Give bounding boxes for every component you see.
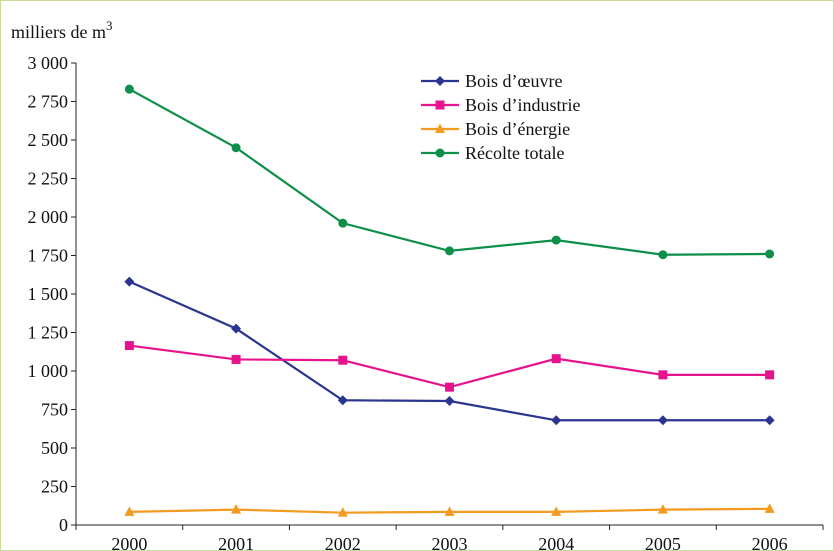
- data-point: [337, 395, 348, 406]
- data-point: [657, 415, 668, 426]
- y-tick-label: 1 750: [28, 246, 69, 266]
- series-3: [124, 84, 775, 260]
- series-1: [124, 341, 775, 392]
- data-point: [551, 354, 561, 364]
- y-tick-label: 2 750: [28, 92, 69, 112]
- y-tick-label: 1 250: [28, 323, 69, 343]
- y-tick-label: 2 000: [28, 207, 69, 227]
- legend-label: Bois d’œuvre: [465, 71, 563, 91]
- y-tick-label: 500: [41, 438, 68, 458]
- legend-label: Bois d’industrie: [465, 95, 581, 115]
- y-tick-label: 2 500: [28, 130, 69, 150]
- legend-marker: [435, 123, 445, 133]
- data-point: [658, 370, 668, 380]
- series-0: [124, 276, 775, 426]
- data-point: [765, 370, 775, 380]
- data-point: [444, 506, 455, 516]
- y-tick-label: 0: [59, 515, 68, 535]
- series-line: [128, 88, 770, 256]
- data-point: [231, 143, 241, 153]
- x-tick-label: 2001: [218, 534, 254, 550]
- data-point: [765, 249, 775, 259]
- legend-marker: [435, 148, 445, 158]
- y-axis-label: milliers de m3: [11, 18, 112, 42]
- data-point: [551, 235, 561, 245]
- legend-label: Bois d’énergie: [465, 119, 570, 139]
- legend-marker: [435, 100, 445, 110]
- x-tick-label: 2003: [432, 534, 468, 550]
- data-point: [764, 415, 775, 426]
- y-tick-label: 1 000: [28, 361, 69, 381]
- legend-item: Bois d’énergie: [421, 119, 570, 139]
- legend-marker: [435, 76, 445, 86]
- data-point: [338, 218, 348, 228]
- data-point: [124, 84, 134, 94]
- data-point: [124, 276, 135, 287]
- data-point: [657, 504, 668, 514]
- data-point: [551, 415, 562, 426]
- legend-item: Bois d’œuvre: [421, 71, 563, 91]
- data-point: [231, 323, 242, 334]
- data-point: [764, 503, 775, 513]
- data-point: [337, 507, 348, 517]
- data-point: [124, 506, 135, 516]
- y-tick-label: 3 000: [28, 53, 69, 73]
- series-line: [129, 344, 770, 389]
- legend-item: Récolte totale: [421, 143, 564, 163]
- y-tick-label: 250: [41, 477, 68, 497]
- x-tick-label: 2004: [538, 534, 574, 550]
- y-axis-label-superscript: 3: [106, 18, 113, 33]
- axes: 0 250 500 750 1 000 1 250 1 500 1 750 2 000 2 250…: [28, 53, 824, 550]
- y-tick-label: 1 500: [28, 284, 69, 304]
- series-2: [124, 503, 775, 517]
- data-point: [231, 354, 241, 364]
- data-point: [551, 506, 562, 516]
- x-tick-label: 2002: [325, 534, 361, 550]
- y-tick-label: 750: [41, 400, 68, 420]
- data-point: [444, 396, 455, 407]
- data-point: [445, 382, 454, 392]
- data-point: [658, 250, 668, 260]
- legend: Bois d’œuvre Bois d’industrie Bois d’énerg…: [421, 71, 581, 163]
- legend-label: Récolte totale: [465, 143, 564, 163]
- x-tick-label: 2000: [111, 534, 147, 550]
- data-point: [231, 504, 242, 514]
- data-point: [124, 341, 134, 351]
- legend-item: Bois d’industrie: [421, 95, 581, 115]
- data-point: [445, 246, 454, 256]
- series-layer: [124, 84, 775, 517]
- x-tick-label: 2006: [752, 534, 788, 550]
- data-point: [338, 355, 348, 365]
- x-tick-label: 2005: [645, 534, 681, 550]
- y-tick-label: 2 250: [28, 169, 69, 189]
